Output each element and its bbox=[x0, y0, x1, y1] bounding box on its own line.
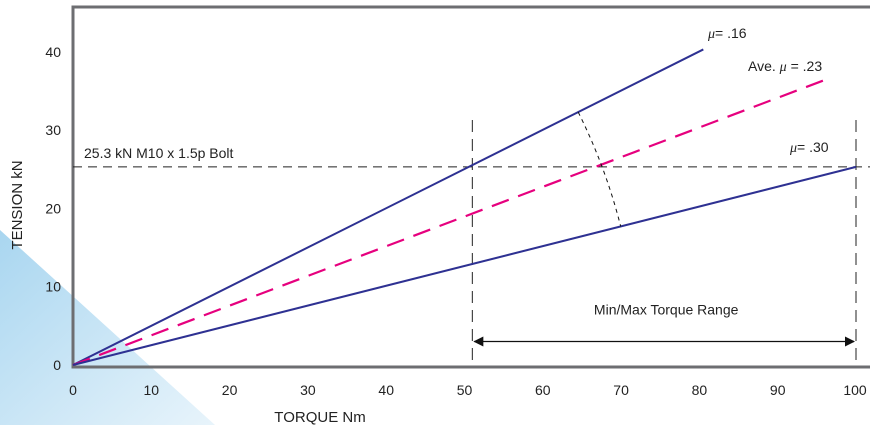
mu-symbol: μ bbox=[789, 141, 797, 156]
x-tick-label: 60 bbox=[535, 382, 551, 398]
equals-sign: = bbox=[797, 139, 809, 155]
x-axis-title: TORQUE Nm bbox=[274, 409, 365, 425]
background-wedge bbox=[0, 230, 215, 425]
friction-spread-arc bbox=[577, 111, 622, 227]
plot-frame bbox=[71, 5, 870, 369]
series-label-mu-030: μ= .30 bbox=[789, 139, 829, 156]
ave-prefix: Ave. bbox=[748, 58, 780, 74]
y-axis-tick-labels: 0 10 20 30 40 bbox=[45, 44, 61, 373]
x-tick-label: 70 bbox=[613, 382, 629, 398]
x-tick-label: 80 bbox=[692, 382, 708, 398]
y-tick-label: 20 bbox=[45, 200, 61, 216]
bolt-tension-label: 25.3 kN M10 x 1.5p Bolt bbox=[84, 145, 234, 161]
mu-value: .16 bbox=[727, 25, 747, 41]
torque-range-label: Min/Max Torque Range bbox=[594, 302, 739, 318]
series-line-ave-mu-023 bbox=[72, 78, 826, 367]
x-tick-label: 20 bbox=[222, 382, 238, 398]
x-axis-tick-labels: 0 10 20 30 40 50 60 70 80 90 100 bbox=[69, 382, 867, 398]
x-tick-label: 90 bbox=[770, 382, 786, 398]
series-line-mu-030 bbox=[72, 165, 857, 366]
x-tick-label: 10 bbox=[144, 382, 160, 398]
series-label-mu-016: μ= .16 bbox=[707, 25, 747, 42]
equals-sign: = bbox=[715, 25, 727, 41]
mu-value: .23 bbox=[803, 58, 823, 74]
series-label-ave-mu-023: Ave. μ = .23 bbox=[748, 58, 822, 75]
equals-sign: = bbox=[787, 58, 803, 74]
x-tick-label: 0 bbox=[69, 382, 77, 398]
y-tick-label: 40 bbox=[45, 44, 61, 60]
series-line-mu-016 bbox=[72, 48, 704, 366]
mu-value: .30 bbox=[809, 139, 829, 155]
y-tick-label: 30 bbox=[45, 122, 61, 138]
x-tick-label: 30 bbox=[300, 382, 316, 398]
y-tick-label: 10 bbox=[45, 279, 61, 295]
y-tick-label: 0 bbox=[53, 357, 61, 373]
mu-symbol: μ bbox=[707, 27, 715, 42]
x-tick-label: 40 bbox=[378, 382, 394, 398]
x-tick-label: 100 bbox=[843, 382, 867, 398]
y-axis-title: TENSION kN bbox=[9, 160, 26, 249]
mu-symbol: μ bbox=[779, 60, 787, 75]
x-tick-label: 50 bbox=[457, 382, 473, 398]
